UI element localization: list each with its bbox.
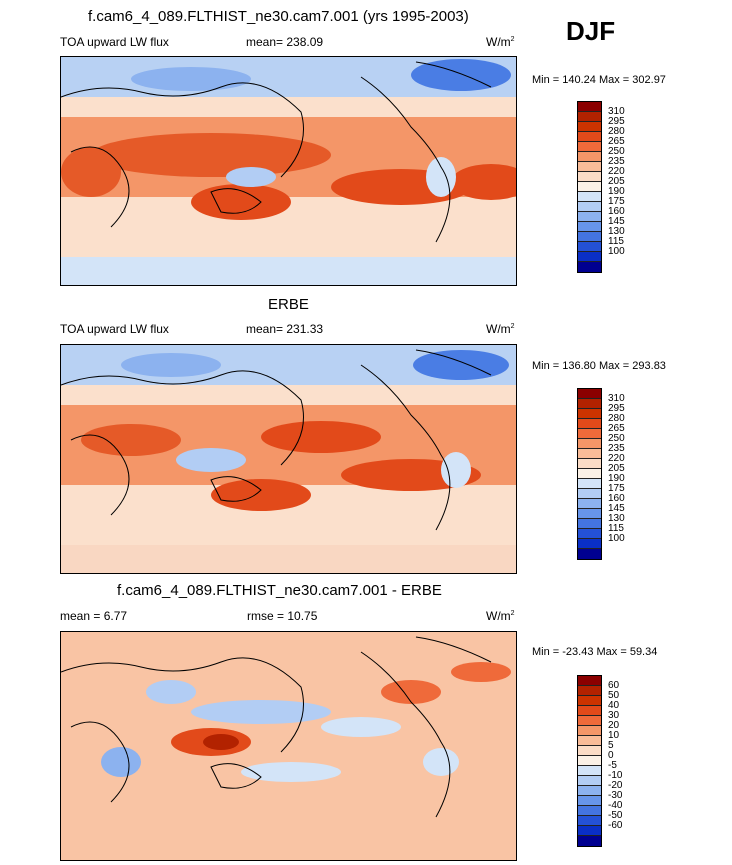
panel2-colorbar — [577, 388, 602, 560]
panel1-colorbar — [577, 101, 602, 273]
panel3-title: f.cam6_4_089.FLTHIST_ne30.cam7.001 - ERB… — [117, 582, 442, 599]
panel3-minmax-label: Min = -23.43 Max = 59.34 — [532, 646, 658, 658]
panel3-colorbar — [577, 675, 602, 847]
panel2-title: ERBE — [268, 296, 309, 313]
panel1-variable-label: TOA upward LW flux — [60, 35, 169, 49]
season-label: DJF — [566, 16, 616, 46]
panel1-minmax-label: Min = 140.24 Max = 302.97 — [532, 74, 666, 86]
panel2-units-label: W/m2 — [486, 322, 515, 336]
panel2-variable-label: TOA upward LW flux — [60, 322, 169, 336]
panel3-mean-label: mean = 6.77 — [60, 609, 128, 623]
panel1-title: f.cam6_4_089.FLTHIST_ne30.cam7.001 (yrs … — [88, 8, 469, 25]
panel1-units-label: W/m2 — [486, 35, 515, 49]
panel3-map — [60, 631, 517, 861]
panel2-mean-label: mean= 231.33 — [246, 322, 324, 336]
panel2-map — [60, 344, 517, 574]
panel1-map — [60, 56, 517, 286]
panel2-minmax-label: Min = 136.80 Max = 293.83 — [532, 360, 666, 372]
panel3-units-label: W/m2 — [486, 609, 515, 623]
panel1-mean-label: mean= 238.09 — [246, 35, 324, 49]
panel3-rmse-label: rmse = 10.75 — [247, 609, 318, 623]
